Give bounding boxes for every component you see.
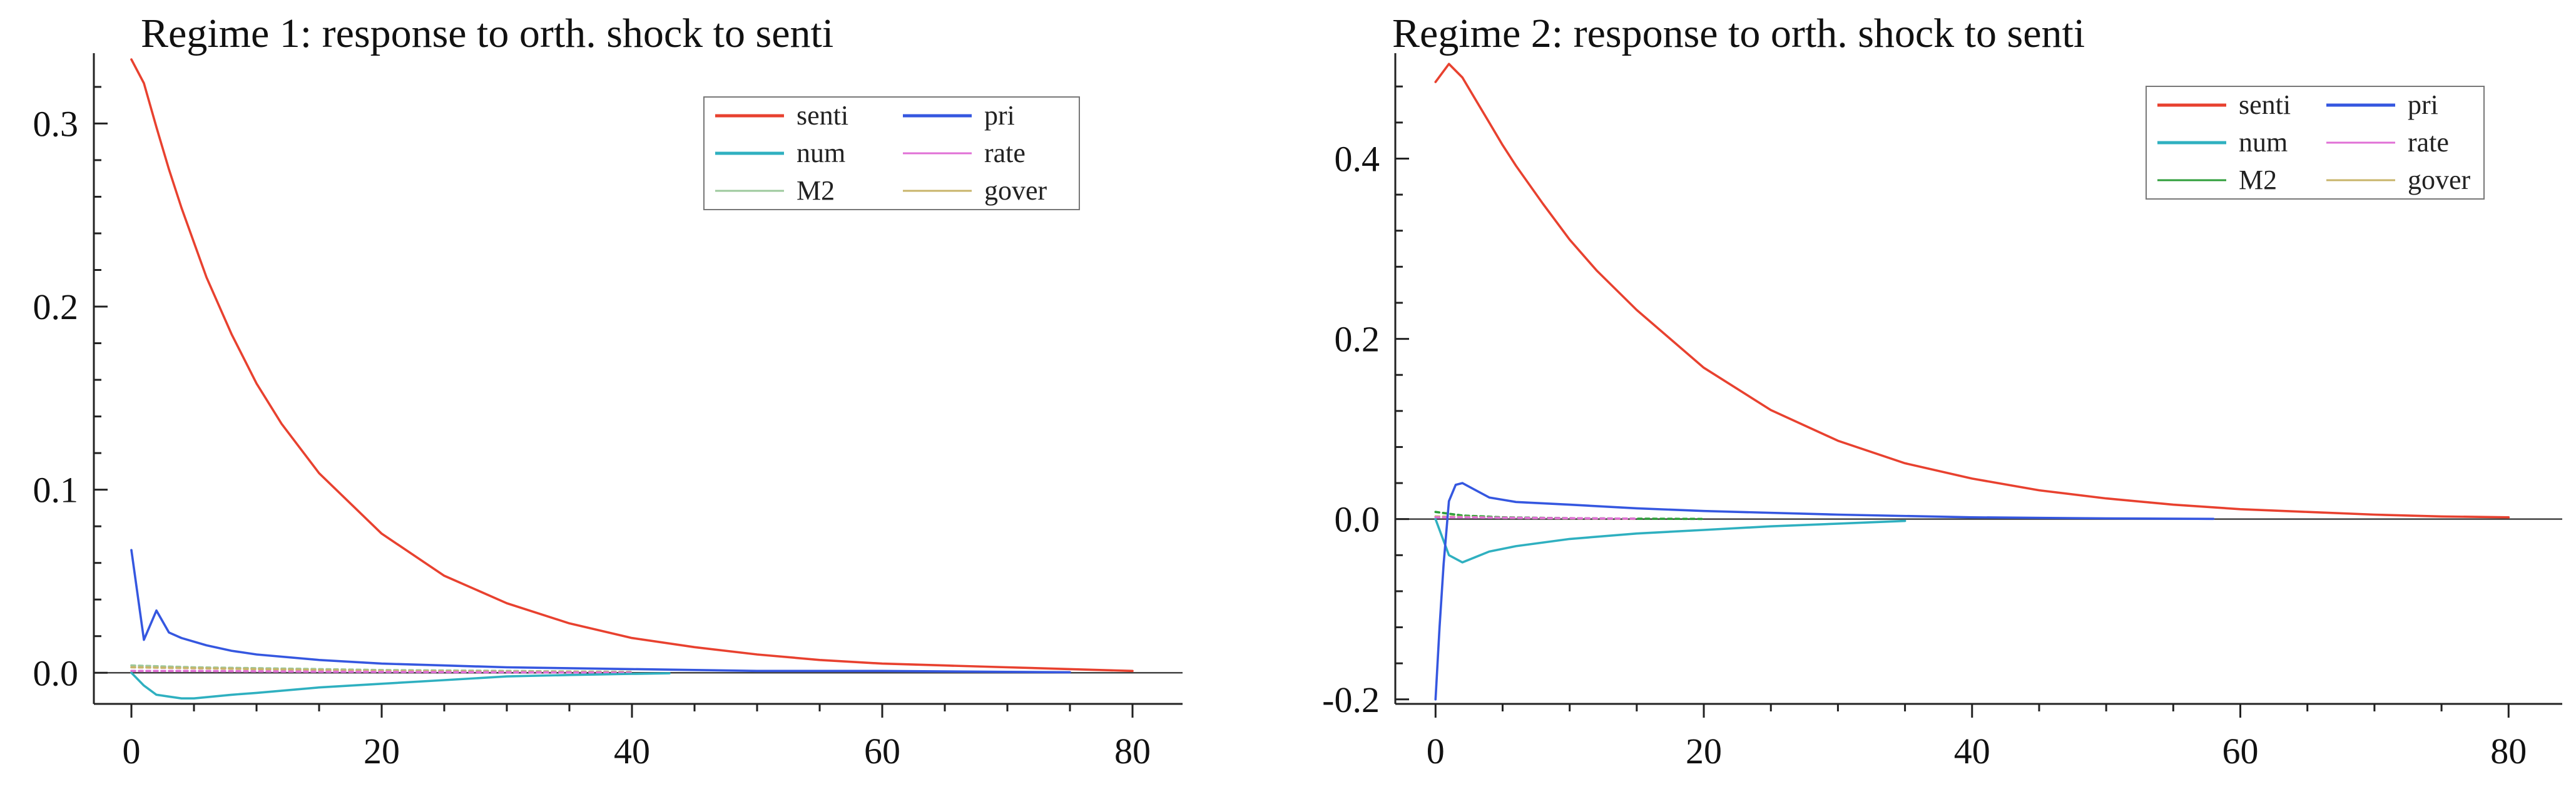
regime-2-panel: Regime 2: response to orth. shock to sen… bbox=[1322, 11, 2562, 771]
x-tick-label: 20 bbox=[364, 731, 400, 771]
series-line-senti bbox=[1434, 63, 2510, 519]
legend-label-senti: senti bbox=[797, 100, 848, 131]
series-line-pri bbox=[1434, 482, 2215, 701]
y-tick-label: 0.0 bbox=[33, 653, 79, 693]
x-tick-label: 60 bbox=[864, 731, 900, 771]
x-tick-label: 80 bbox=[1114, 731, 1151, 771]
x-tick-label: 0 bbox=[123, 731, 141, 771]
x-tick-label: 60 bbox=[2222, 731, 2259, 771]
x-tick-label: 20 bbox=[1686, 731, 1722, 771]
y-tick-label: 0.4 bbox=[1335, 138, 1380, 179]
regime-1-panel: Regime 1: response to orth. shock to sen… bbox=[33, 11, 1183, 771]
legend-label-M2: M2 bbox=[2239, 165, 2277, 195]
series-line-rate bbox=[130, 669, 633, 674]
x-tick-label: 80 bbox=[2490, 731, 2527, 771]
chart-title: Regime 1: response to orth. shock to sen… bbox=[141, 11, 833, 56]
series-line-rate bbox=[1434, 516, 1638, 520]
legend-label-M2: M2 bbox=[797, 175, 835, 206]
x-tick-label: 0 bbox=[1427, 731, 1445, 771]
y-tick-label: 0.1 bbox=[33, 470, 79, 511]
legend-label-rate: rate bbox=[984, 138, 1026, 168]
legend-label-pri: pri bbox=[984, 100, 1015, 131]
legend-label-num: num bbox=[2239, 127, 2288, 158]
series-line-senti bbox=[130, 58, 1134, 673]
series-line-num bbox=[130, 671, 671, 700]
chart-title: Regime 2: response to orth. shock to sen… bbox=[1392, 11, 2085, 56]
legend-label-gover: gover bbox=[2408, 165, 2471, 195]
legend-label-senti: senti bbox=[2239, 89, 2291, 120]
x-tick-label: 40 bbox=[614, 731, 650, 771]
y-tick-label: -0.2 bbox=[1322, 679, 1380, 720]
y-tick-label: 0.0 bbox=[1335, 499, 1380, 540]
legend: senti pri num rate M2 gover bbox=[2146, 86, 2485, 200]
y-tick-label: 0.2 bbox=[1335, 319, 1380, 360]
series-line-pri bbox=[130, 549, 1071, 674]
x-tick-label: 40 bbox=[1954, 731, 1990, 771]
legend-label-rate: rate bbox=[2408, 127, 2449, 158]
legend-label-gover: gover bbox=[984, 175, 1047, 206]
legend: senti pri num rate M2 gover bbox=[703, 96, 1080, 210]
y-tick-label: 0.2 bbox=[33, 287, 79, 327]
legend-label-num: num bbox=[797, 138, 845, 168]
legend-label-pri: pri bbox=[2408, 89, 2438, 120]
y-tick-label: 0.3 bbox=[33, 103, 79, 144]
series-line-num bbox=[1434, 517, 1907, 564]
